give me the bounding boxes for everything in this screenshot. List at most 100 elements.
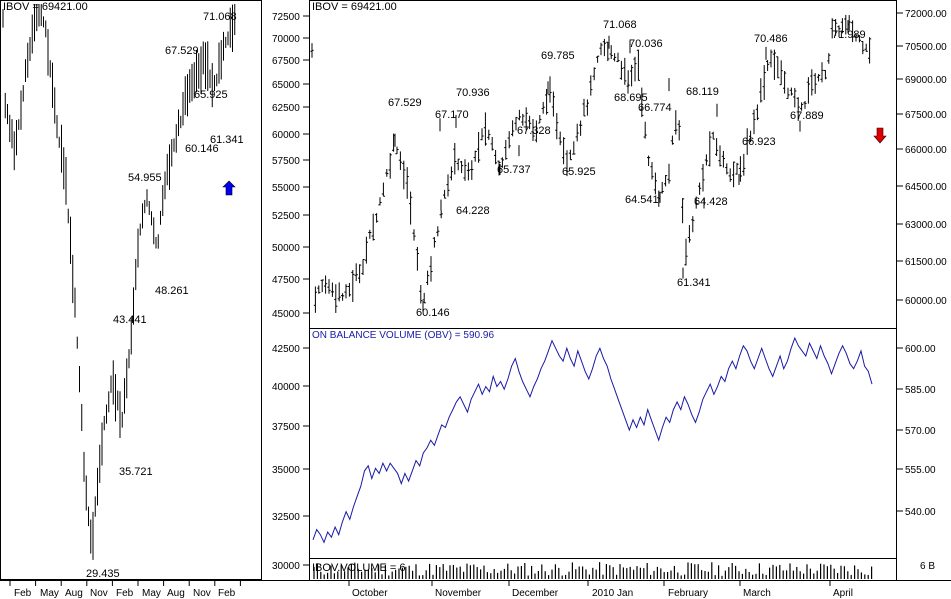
left-annotation: 71.068 [203, 11, 237, 23]
left-x-tick: Nov [193, 588, 211, 599]
price-annotation: 70.486 [754, 33, 788, 45]
down-arrow-icon [873, 127, 887, 144]
obv-right-tick: 555.00 [905, 465, 936, 476]
price-annotation: 68.119 [686, 86, 719, 98]
left-x-tick: May [142, 588, 161, 599]
price-annotation: 65.737 [497, 164, 531, 176]
left-annotation: 43.441 [113, 314, 147, 326]
price-left-tick: 47500 [272, 275, 300, 286]
price-left-tick: 52500 [272, 211, 300, 222]
obv-right-tick: 585.00 [905, 385, 936, 396]
main-x-tick: November [435, 588, 482, 599]
price-right-tick: 63000.00 [905, 220, 947, 231]
main-time-axis: October November December 2010 Jan Febru… [352, 588, 853, 599]
obv-left-tick: 32500 [272, 512, 300, 523]
price-right-tick: 66000.00 [905, 145, 947, 156]
up-arrow-icon [222, 180, 236, 196]
obv-left-axis: 42500 40000 37500 35000 32500 30000 [272, 344, 300, 572]
price-annotation: 64.228 [456, 205, 490, 217]
left-x-tick: Aug [167, 588, 185, 599]
price-annotation: 71.989 [832, 29, 866, 41]
left-annotation: 48.261 [155, 285, 189, 297]
price-left-tick: 57500 [272, 156, 300, 167]
price-left-axis: 72500 70000 67500 65000 62500 60000 5750… [272, 12, 300, 320]
left-x-tick: May [40, 588, 59, 599]
obv-panel-title: ON BALANCE VOLUME (OBV) = 590.96 [312, 330, 494, 341]
price-annotation: 64.541 [625, 194, 659, 206]
main-x-tick: December [512, 588, 559, 599]
price-left-tick: 45000 [272, 309, 300, 320]
obv-right-tick: 570.00 [905, 426, 936, 437]
price-annotation: 65.925 [562, 166, 596, 178]
price-left-tick: 67500 [272, 56, 300, 67]
left-annotation: 29.435 [86, 568, 120, 580]
left-x-tick: Nov [90, 588, 108, 599]
generated-marks [2, 4, 903, 586]
obv-right-tick: 600.00 [905, 344, 936, 355]
price-annotation: 61.341 [677, 277, 711, 289]
price-annotation: 67.328 [517, 125, 551, 137]
left-time-axis: Feb May Aug Nov Feb May Aug Nov Feb [14, 588, 236, 599]
price-annotation: 68.695 [614, 92, 648, 104]
price-annotation: 69.785 [541, 50, 575, 62]
price-panel-title: IBOV = 69421.00 [312, 1, 397, 13]
price-annotation: 67.170 [435, 109, 469, 121]
price-annotations: 67.529 67.170 70.936 69.785 71.068 70.03… [388, 19, 866, 319]
obv-right-axis: 600.00 585.00 570.00 555.00 540.00 6 B [905, 344, 936, 572]
price-annotation: 67.889 [790, 110, 824, 122]
obv-left-tick: 35000 [272, 465, 300, 476]
left-x-tick: Aug [65, 588, 83, 599]
main-x-tick: April [833, 588, 853, 599]
price-right-tick: 61500.00 [905, 257, 947, 268]
obv-left-tick: 40000 [272, 382, 300, 393]
price-right-axis: 72000.00 70500.00 69000.00 67500.00 6600… [905, 9, 947, 307]
left-annotation: 60.146 [185, 143, 219, 155]
price-right-tick: 72000.00 [905, 9, 947, 20]
price-right-tick: 60000.00 [905, 296, 947, 307]
price-annotation: 64.428 [694, 196, 728, 208]
panel-frames [0, 0, 951, 581]
main-x-tick: March [743, 588, 771, 599]
volume-right-tick: 6 B [920, 561, 935, 572]
price-left-tick: 62500 [272, 103, 300, 114]
price-left-tick: 50000 [272, 243, 300, 254]
price-right-tick: 67500.00 [905, 110, 947, 121]
left-annotation: 65.925 [194, 89, 228, 101]
main-x-tick: February [668, 588, 708, 599]
left-x-tick: Feb [14, 588, 32, 599]
price-right-tick: 69000.00 [905, 75, 947, 86]
volume-panel-title: IBOV.VOLUME = 6 [312, 562, 405, 574]
obv-panel-frame [309, 328, 897, 559]
price-annotation: 67.529 [388, 97, 422, 109]
left-panel-frame [0, 0, 262, 580]
price-left-tick: 70000 [272, 34, 300, 45]
price-annotation: 70.036 [629, 38, 663, 50]
left-annotation: 67.529 [165, 45, 199, 57]
left-panel-title: IBOV = 69421.00 [3, 1, 88, 13]
price-left-tick: 72500 [272, 12, 300, 23]
price-annotation: 71.068 [603, 19, 637, 31]
price-panel-frame [309, 0, 897, 329]
obv-series-line [312, 336, 873, 544]
left-x-tick: Feb [116, 588, 134, 599]
left-annotation: 61.341 [210, 134, 244, 146]
obv-left-tick: 30000 [272, 561, 300, 572]
price-left-tick: 55000 [272, 183, 300, 194]
price-right-tick: 70500.00 [905, 42, 947, 53]
price-left-tick: 65000 [272, 80, 300, 91]
left-annotations: 71.068 67.529 65.925 60.146 61.341 54.95… [86, 11, 244, 580]
obv-left-tick: 37500 [272, 422, 300, 433]
price-annotation: 60.146 [416, 307, 450, 319]
price-left-tick: 60000 [272, 130, 300, 141]
obv-left-tick: 42500 [272, 344, 300, 355]
main-x-tick: 2010 Jan [592, 588, 633, 599]
obv-right-tick: 540.00 [905, 507, 936, 518]
left-annotation: 35.721 [119, 466, 153, 478]
price-right-tick: 64500.00 [905, 182, 947, 193]
price-annotation: 66.774 [638, 102, 672, 114]
left-annotation: 54.955 [128, 172, 162, 184]
left-x-tick: Feb [218, 588, 236, 599]
main-x-tick: October [352, 588, 388, 599]
price-annotation: 70.936 [456, 87, 490, 99]
